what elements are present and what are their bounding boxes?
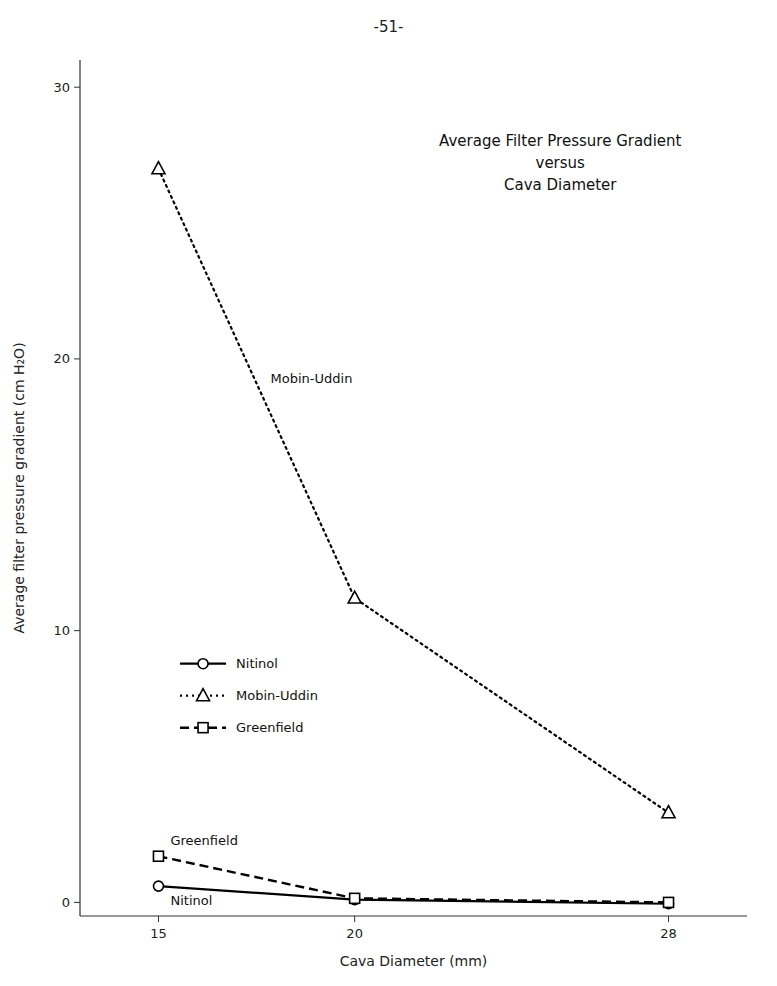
series-line	[158, 856, 668, 902]
annotation: Mobin-Uddin	[271, 371, 353, 386]
legend-label: Greenfield	[236, 720, 303, 735]
title: Average Filter Pressure Gradient	[439, 132, 682, 150]
data-point	[153, 881, 163, 891]
data-point	[153, 851, 163, 861]
annotation: Nitinol	[170, 893, 212, 908]
y-tick	[74, 902, 80, 903]
y-tick	[74, 87, 80, 88]
y-tick-label: 10	[53, 623, 70, 638]
data-point	[348, 591, 361, 603]
axes: 15 20 28 0 10 20 30	[53, 60, 747, 941]
y-axis-label: Average filter pressure gradient (cm H₂O…	[11, 342, 27, 633]
chart: 15 20 28 0 10 20 30 Cava Diameter (mm) Average f…	[0, 0, 777, 986]
legend-marker	[198, 659, 208, 669]
legend-marker	[198, 723, 208, 733]
y-tick-label: 30	[53, 80, 70, 95]
legend: Nitinol Mobin-Uddin Greenfield	[180, 656, 318, 735]
annotations: -51- Mobin-Uddin Nitinol Greenfield	[170, 18, 403, 908]
plot-area	[152, 162, 675, 909]
title: versus	[536, 154, 586, 172]
legend-marker	[197, 689, 210, 701]
x-axis-label: Cava Diameter (mm)	[340, 953, 488, 969]
data-point	[152, 162, 165, 174]
x-tick-label: 20	[346, 926, 363, 941]
y-axis-line	[79, 60, 80, 916]
data-point	[662, 806, 675, 818]
x-tick-label: 15	[150, 926, 167, 941]
title: Cava Diameter	[504, 176, 617, 194]
y-tick	[74, 630, 80, 631]
data-point	[664, 897, 674, 907]
x-tick	[158, 916, 159, 922]
page-label: -51-	[374, 18, 404, 36]
data-point	[350, 893, 360, 903]
series-line	[158, 169, 668, 813]
y-tick	[74, 358, 80, 359]
x-tick	[668, 916, 669, 922]
x-tick	[354, 916, 355, 922]
legend-label: Mobin-Uddin	[236, 688, 318, 703]
y-tick-label: 20	[53, 351, 70, 366]
x-axis-line	[80, 915, 747, 916]
y-tick-label: 0	[62, 895, 70, 910]
annotation: Greenfield	[170, 833, 237, 848]
legend-label: Nitinol	[236, 656, 278, 671]
x-tick-label: 28	[660, 926, 677, 941]
